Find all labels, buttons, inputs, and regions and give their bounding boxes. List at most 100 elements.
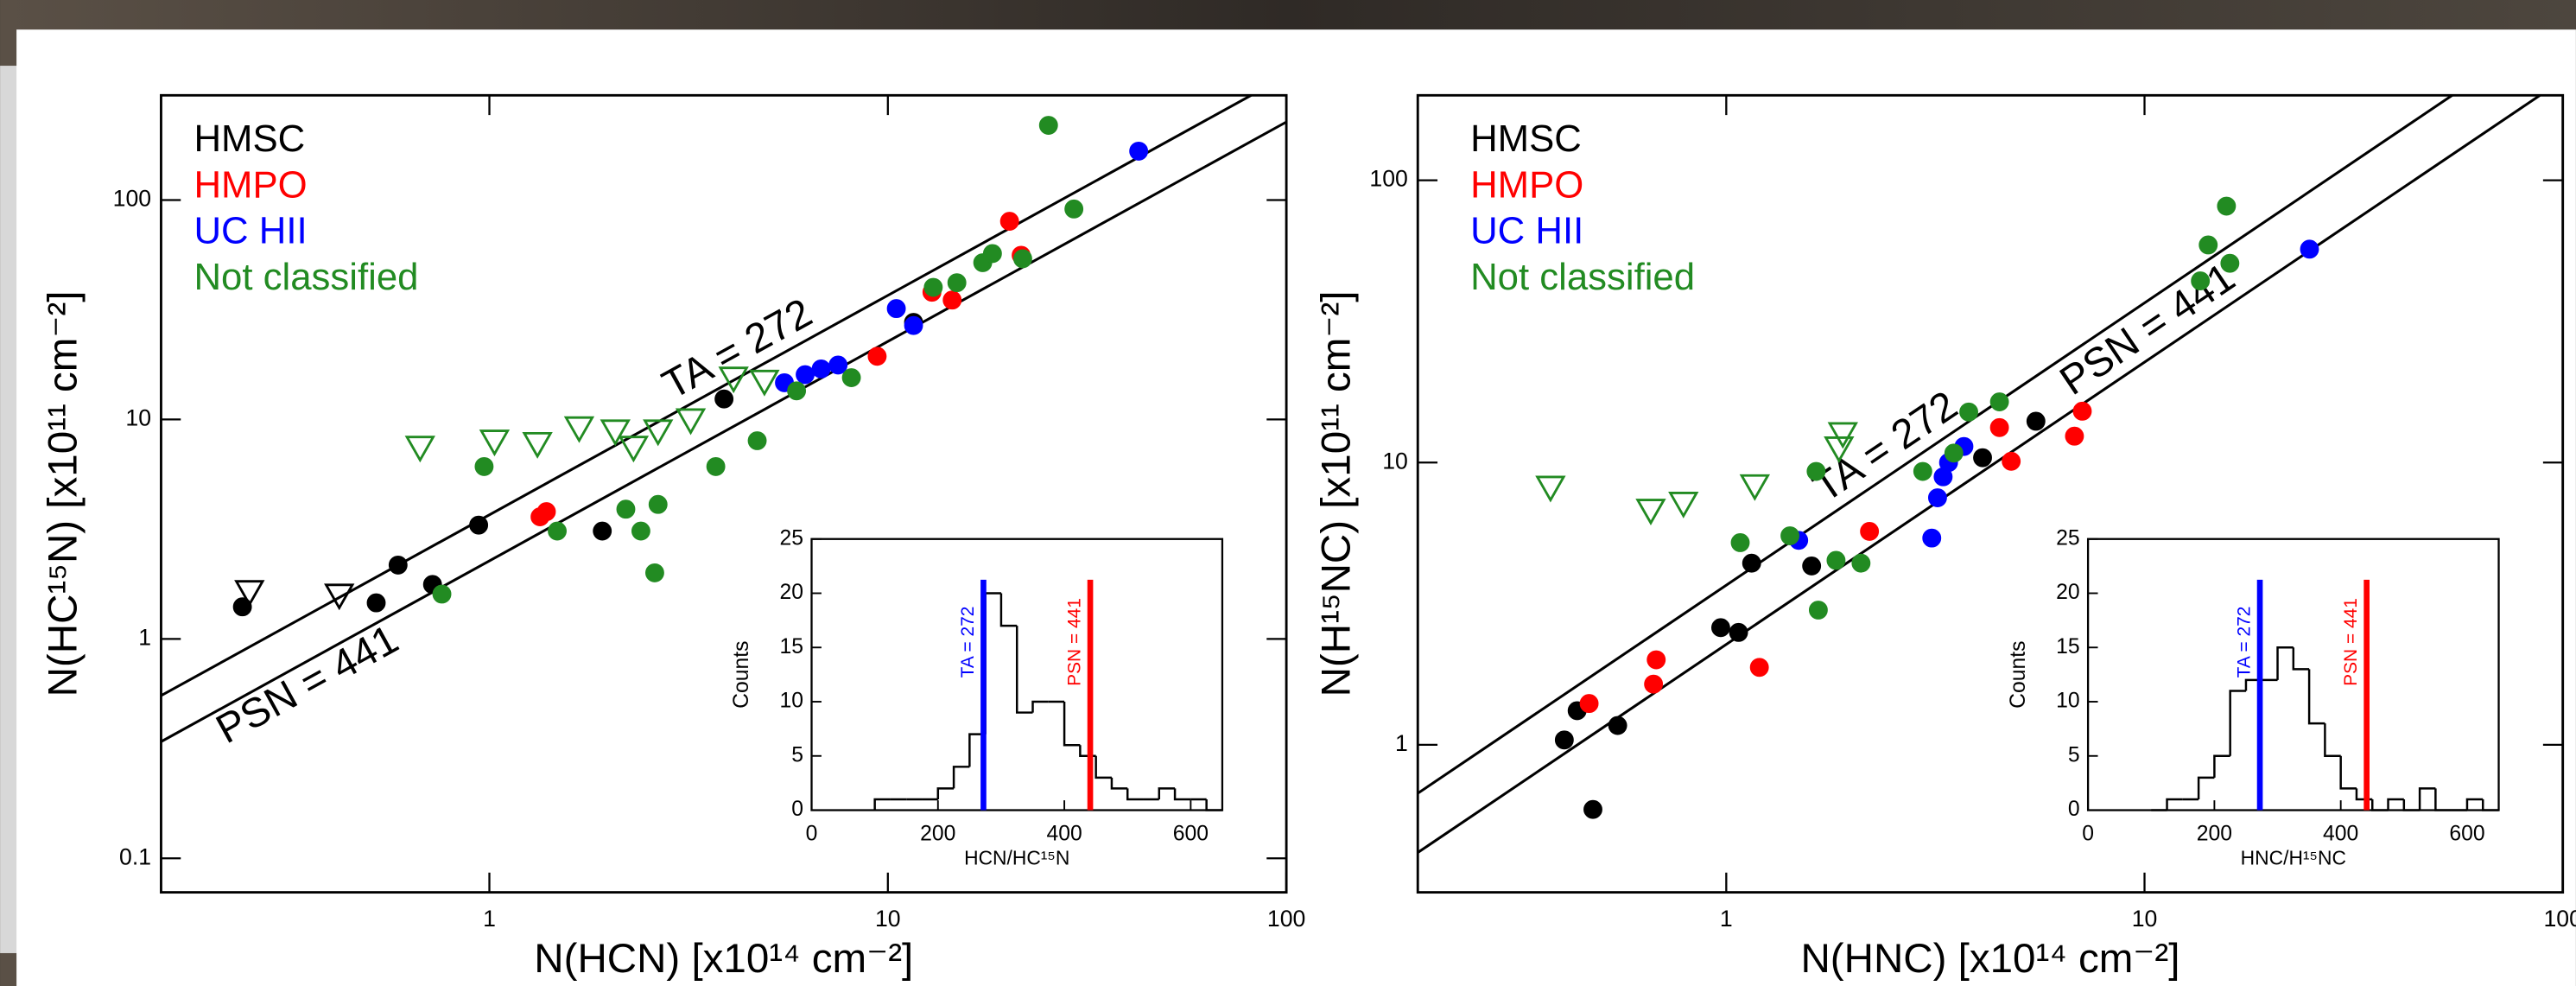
point: [982, 244, 1002, 264]
point: [563, 416, 595, 443]
point: [324, 583, 355, 611]
point: [706, 456, 726, 476]
point: [1729, 622, 1748, 642]
histogram-step: [2292, 647, 2310, 671]
point: [2002, 451, 2021, 471]
plot-frame: [1416, 93, 2565, 894]
inset-x-tick-label: 600: [1173, 823, 1209, 846]
histogram-step: [2244, 678, 2262, 691]
y-tick-label: 10: [1382, 448, 1408, 474]
point: [2220, 253, 2240, 273]
point: [1646, 650, 1666, 670]
point: [1730, 533, 1750, 552]
histogram-step: [2339, 755, 2357, 790]
histogram-step: [2434, 788, 2452, 811]
legend-entry: HMSC: [1470, 118, 1582, 160]
point: [2065, 426, 2084, 446]
y-tick-label: 0.1: [119, 843, 151, 869]
point: [718, 366, 749, 394]
legend-entry: HMPO: [1470, 163, 1583, 206]
point: [923, 277, 943, 297]
ratio-marker-label: PSN = 441: [2341, 598, 2361, 686]
histogram-step: [968, 733, 986, 767]
point: [828, 355, 848, 375]
point: [841, 368, 861, 387]
y-tick-label: 1: [1395, 730, 1408, 756]
point: [2072, 401, 2092, 421]
y-tick-label: 100: [1369, 166, 1407, 192]
y-tick-label: 100: [113, 185, 151, 211]
point: [1635, 499, 1666, 526]
legend-entry: Not classified: [1470, 256, 1695, 298]
y-tick-label: 1: [138, 624, 151, 650]
histogram-step: [2229, 690, 2246, 756]
ratio-line: [1418, 95, 2455, 795]
inset-y-tick-label: 0: [2068, 798, 2080, 821]
point: [999, 212, 1019, 231]
point: [1742, 553, 1761, 573]
legend-entry: Not classified: [194, 256, 418, 298]
x-axis-label: N(HNC) [x10¹⁴ cm⁻²]: [1800, 936, 2179, 982]
point: [747, 431, 767, 450]
x-tick-label: 10: [2132, 906, 2158, 932]
point: [1583, 799, 1602, 819]
point: [1959, 402, 1978, 422]
inset-y-tick-label: 25: [2056, 526, 2080, 550]
point: [1860, 522, 1880, 541]
histogram-step: [2387, 798, 2404, 811]
point: [811, 359, 831, 378]
inset-y-label: Counts: [2007, 640, 2030, 708]
point: [1644, 674, 1664, 694]
point: [867, 347, 887, 366]
histogram-step: [2371, 798, 2389, 811]
inset-x-tick-label: 400: [2323, 823, 2358, 846]
point: [1535, 475, 1566, 503]
figure-canvas: [16, 29, 2576, 986]
ratio-marker-label: TA = 272: [2234, 607, 2254, 678]
histogram-step: [2276, 646, 2294, 680]
legend-entry: HMSC: [194, 118, 305, 160]
histogram-step: [2418, 787, 2436, 811]
point: [2300, 239, 2319, 259]
point: [886, 299, 906, 319]
inset-x-tick-label: 0: [2082, 823, 2094, 846]
point: [1973, 448, 1992, 468]
histogram-step: [1031, 700, 1049, 713]
y-tick-label: 10: [125, 404, 151, 430]
histogram-step: [936, 787, 955, 799]
histogram-step: [2481, 798, 2499, 811]
histogram-step: [1015, 626, 1033, 714]
inset-y-tick-label: 20: [2056, 581, 2080, 604]
inset-background: [2086, 538, 2500, 811]
point: [947, 273, 967, 293]
histogram-step: [999, 593, 1018, 627]
x-tick-label: 100: [2543, 906, 2576, 932]
point: [522, 431, 553, 459]
point: [2198, 235, 2218, 255]
point: [1710, 618, 1730, 638]
point: [1913, 461, 1932, 481]
histogram-step: [1126, 788, 1144, 801]
point: [1129, 141, 1149, 161]
point: [1944, 443, 1964, 463]
point: [404, 436, 435, 463]
point: [1827, 422, 1858, 449]
inset-y-tick-label: 10: [2056, 690, 2080, 713]
point: [2191, 271, 2211, 291]
point: [1780, 526, 1800, 545]
point: [1826, 550, 1846, 570]
histogram-step: [1110, 777, 1128, 790]
histogram-step: [1205, 798, 1222, 811]
point: [1802, 556, 1822, 576]
histogram-step: [2324, 723, 2341, 758]
point: [1608, 716, 1627, 735]
x-tick-label: 10: [875, 906, 901, 932]
histogram-step: [2307, 669, 2325, 725]
inset-y-tick-label: 10: [780, 690, 804, 713]
histogram-step: [952, 766, 970, 789]
inset-x-tick-label: 200: [920, 823, 955, 846]
point: [714, 389, 734, 409]
x-tick-label: 1: [483, 906, 496, 932]
